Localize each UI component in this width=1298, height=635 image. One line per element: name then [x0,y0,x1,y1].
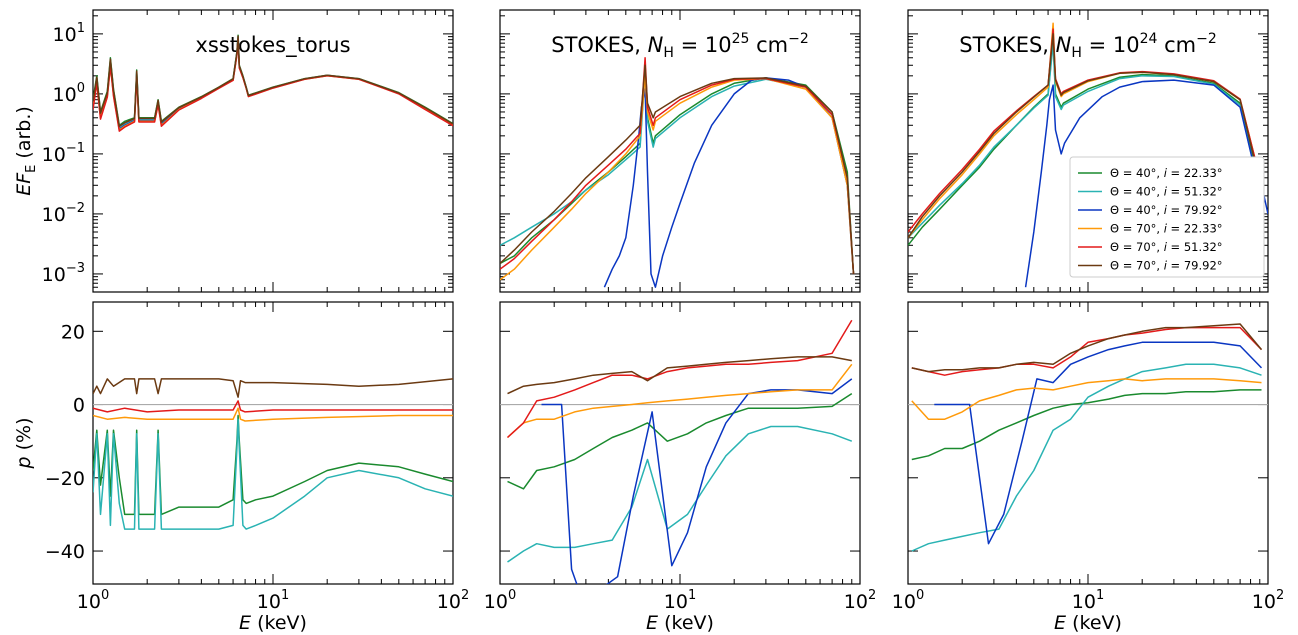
legend: Θ = 40°, i = 22.33° Θ = 40°, i = 51.32° Θ … [1069,156,1265,278]
series-group [500,57,855,288]
series-line [500,69,855,274]
series-line [500,64,855,274]
series-line [500,57,855,274]
y-tick-label: 100 [53,81,85,106]
x-tick-label: 101 [1072,588,1104,613]
legend-label: Θ = 70°, i = 79.92° [1110,259,1223,273]
x-axis-label-middle: E (keV) [646,612,714,634]
legend-label: Θ = 70°, i = 51.32° [1110,240,1223,254]
legend-label: Θ = 70°, i = 22.33° [1110,222,1223,236]
x-tick-label: 100 [77,588,109,613]
x-axis-label-left: E (keV) [239,612,307,634]
axes-top-middle [499,10,861,293]
series-line [93,418,453,530]
series-line [1024,79,1268,288]
series-line [507,425,853,563]
series-line [93,378,453,398]
x-tick-label: 102 [437,588,469,613]
series-line [911,378,1262,420]
series-line [934,341,1263,545]
legend-label: Θ = 40°, i = 51.32° [1110,185,1223,199]
series-line [541,378,853,584]
series-line [911,323,1263,373]
series-line [506,319,853,439]
y-axis-label-top: EFE (arb.) [13,106,39,196]
y-tick-label: 0 [73,395,85,417]
panel-title-stokes-25: STOKES, NH = 1025 cm−2 [551,31,809,61]
series-group [93,378,453,530]
x-tick-label: 101 [664,588,696,613]
y-axis-label-bottom: p (%) [13,418,35,470]
series-group [908,22,1268,288]
panel-bottom-left [92,301,454,585]
legend-label: Θ = 40°, i = 79.92° [1110,203,1223,217]
series-line [911,363,1262,552]
panel-title-stokes-24: STOKES, NH = 1024 cm−2 [959,31,1217,61]
series-line [500,72,855,274]
y-tick-label: −20 [45,468,85,490]
series-line [603,77,855,288]
series-group [911,323,1263,552]
y-tick-label: 10−3 [42,261,85,286]
panel-title-xsstokes: xsstokes_torus [195,33,350,58]
axes-top-left: 101 100 10−1 10−2 10−3 [42,10,454,293]
series-line [908,33,1263,274]
x-tick-label: 102 [1252,588,1284,613]
panel-bottom-right [907,301,1269,585]
legend-label: Θ = 40°, i = 22.33° [1110,166,1223,180]
y-tick-label: 101 [53,21,85,46]
y-tick-label: −40 [45,541,85,563]
axes-top-right [907,10,1269,293]
y-tick-label: 10−2 [42,201,85,226]
axes-bottom-middle: 100 101 102 [484,302,876,613]
series-group [506,319,853,584]
series-line [911,326,1263,376]
y-tick-label: 10−1 [42,141,85,166]
series-line [500,75,855,281]
series-line [93,407,453,422]
series-line [507,356,852,395]
series-group [93,34,453,132]
panel-bottom-middle [499,301,861,585]
series-line [507,392,853,490]
series-line [908,42,1263,274]
series-line [911,389,1262,461]
x-tick-label: 100 [484,588,516,613]
series-line [93,400,453,413]
x-tick-label: 100 [892,588,924,613]
x-tick-label: 101 [257,588,289,613]
y-tick-label: 20 [61,321,85,343]
series-line [93,35,453,127]
series-line [93,414,453,516]
series-line [506,363,853,439]
axes-bottom-right: 100 101 102 [892,302,1284,613]
x-tick-label: 102 [844,588,876,613]
x-axis-label-right: E (keV) [1054,612,1122,634]
axes-bottom-left: 100 101 102 20 0 −20 −40 [45,302,469,613]
